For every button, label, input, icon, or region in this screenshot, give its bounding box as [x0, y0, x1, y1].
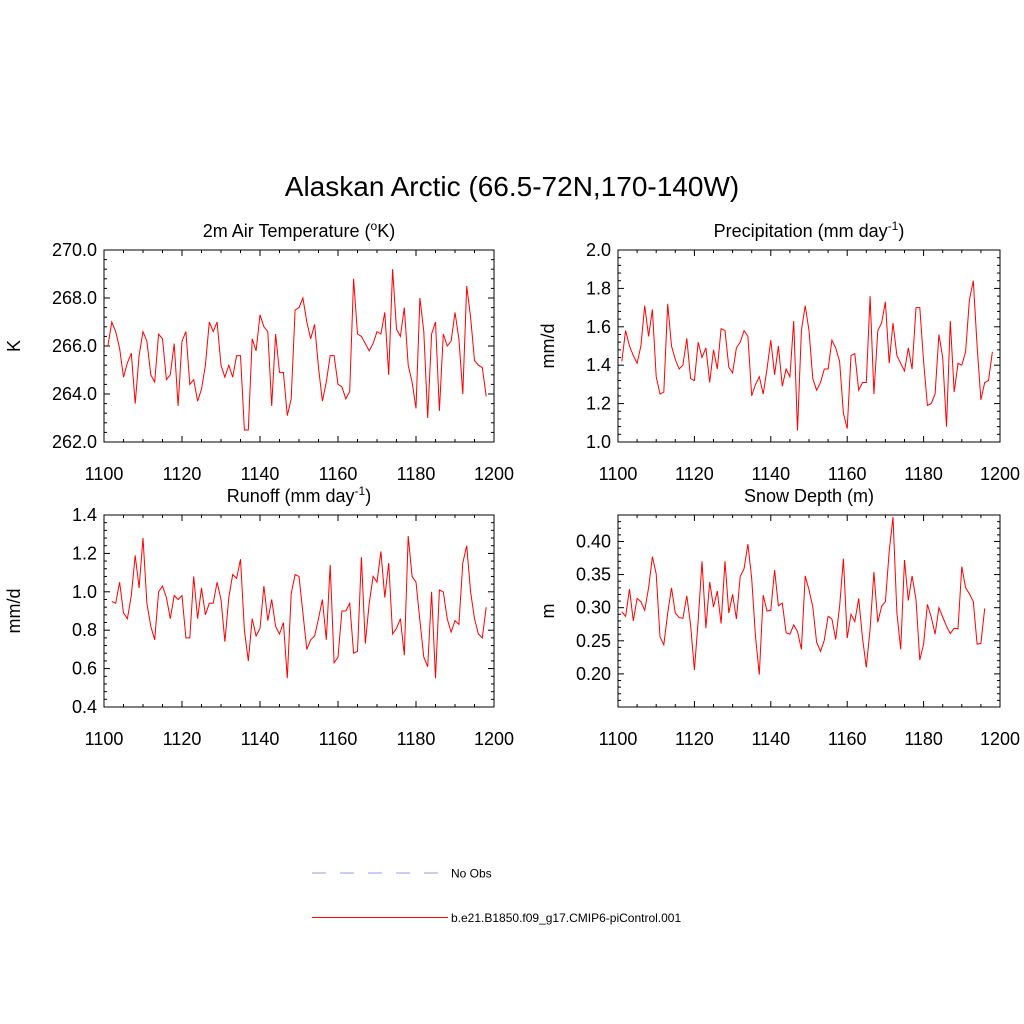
panel-title: Precipitation (mm day-1) [714, 219, 905, 241]
x-tick-label: 1100 [85, 464, 124, 484]
plot-frame [617, 249, 1001, 443]
legend-model-label: b.e21.B1850.f09_g17.CMIP6-piControl.001 [451, 911, 681, 925]
plot-frame [103, 249, 495, 443]
x-tick-label: 1120 [675, 464, 714, 484]
x-tick-label: 1180 [904, 464, 943, 484]
y-tick-label: 0.4 [72, 697, 97, 717]
y-tick-label: 264.0 [52, 384, 97, 404]
x-tick-label: 1180 [397, 464, 436, 484]
y-axis-label: mm/d [538, 324, 558, 369]
x-tick-label: 1140 [241, 464, 280, 484]
panel-temperature: 2m Air Temperature (oK) K 1100 1120 1140 1160… [4, 219, 514, 484]
x-tick-label: 1120 [163, 729, 202, 749]
panels: 2m Air Temperature (oK) K 1100 1120 1140 1160… [4, 219, 1020, 749]
y-tick-label: 0.8 [72, 620, 97, 640]
series-line-temperature [107, 269, 487, 431]
y-tick-label: 1.2 [72, 543, 97, 563]
x-tick-label: 1100 [599, 729, 638, 749]
x-tick-label: 1140 [241, 729, 280, 749]
series-line-snow-depth [621, 516, 986, 675]
y-tick-label: 0.20 [576, 664, 611, 684]
y-tick-label: 1.4 [72, 505, 97, 525]
y-tick-label: 1.2 [586, 394, 611, 414]
y-tick-label: 1.0 [72, 582, 97, 602]
x-tick-label: 1160 [828, 464, 867, 484]
y-tick-label: 1.4 [586, 355, 611, 375]
x-tick-label: 1160 [319, 729, 358, 749]
x-tick-label: 1160 [828, 729, 867, 749]
y-tick-label: 0.25 [576, 631, 611, 651]
y-tick-label: 1.0 [586, 432, 611, 452]
x-tick-label: 1180 [904, 729, 943, 749]
legend: No Obs b.e21.B1850.f09_g17.CMIP6-piContr… [312, 867, 681, 925]
y-tick-label: 268.0 [52, 288, 97, 308]
x-tick-label: 1200 [474, 464, 514, 484]
y-tick-label: 1.8 [586, 278, 611, 298]
x-tick-label: 1120 [675, 729, 714, 749]
legend-obs-label: No Obs [451, 867, 492, 881]
panel-title: Runoff (mm day-1) [227, 484, 371, 506]
panel-title: 2m Air Temperature (oK) [203, 219, 395, 241]
y-tick-label: 0.35 [576, 565, 611, 585]
y-axis-label: m [538, 604, 558, 619]
x-tick-label: 1140 [751, 464, 790, 484]
x-tick-label: 1200 [980, 464, 1020, 484]
x-tick-label: 1100 [85, 729, 124, 749]
y-tick-label: 270.0 [52, 240, 97, 260]
y-tick-label: 262.0 [52, 432, 97, 452]
y-axis-label: mm/d [4, 589, 24, 634]
panel-runoff: Runoff (mm day-1) mm/d 1100 1120 1140 1160 118… [4, 484, 514, 749]
y-tick-label: 1.6 [586, 317, 611, 337]
x-tick-label: 1120 [163, 464, 202, 484]
y-tick-label: 0.30 [576, 598, 611, 618]
series-line-precipitation [621, 280, 993, 431]
x-tick-label: 1200 [474, 729, 514, 749]
y-tick-label: 2.0 [586, 240, 611, 260]
x-tick-label: 1180 [397, 729, 436, 749]
panel-title: Snow Depth (m) [744, 486, 874, 506]
y-tick-label: 266.0 [52, 336, 97, 356]
y-tick-label: 0.40 [576, 531, 611, 551]
y-tick-label: 0.6 [72, 659, 97, 679]
x-tick-label: 1200 [980, 729, 1020, 749]
y-axis-label: K [4, 340, 24, 352]
x-tick-label: 1140 [751, 729, 790, 749]
x-tick-label: 1100 [599, 464, 638, 484]
panel-precipitation: Precipitation (mm day-1) mm/d 1100 1120 1140… [538, 219, 1020, 484]
figure-title: Alaskan Arctic (66.5-72N,170-140W) [285, 171, 739, 202]
x-tick-label: 1160 [319, 464, 358, 484]
panel-snow-depth: Snow Depth (m) m 1100 1120 1140 1160 1180 1200 0… [538, 486, 1020, 749]
series-line-runoff [111, 536, 487, 679]
